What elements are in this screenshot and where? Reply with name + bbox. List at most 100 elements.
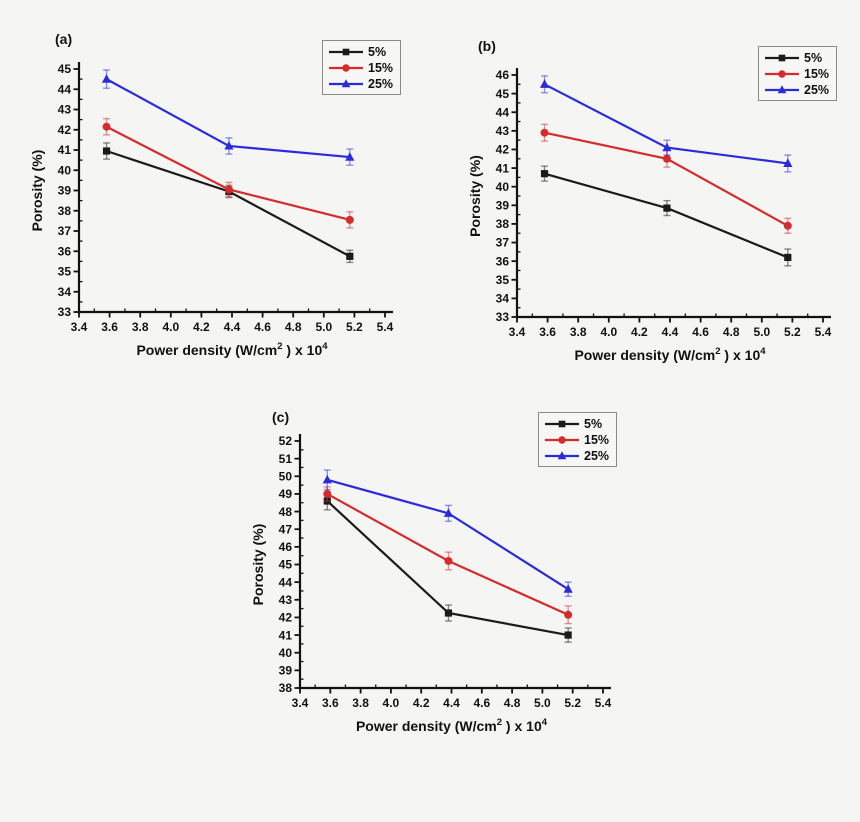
y-tick-label: 41 (496, 161, 510, 175)
x-tick-label: 3.4 (509, 325, 526, 339)
y-tick-label: 36 (58, 244, 72, 258)
legend-item-25%: 25% (764, 82, 829, 97)
y-tick-label: 36 (496, 254, 510, 268)
y-tick-label: 51 (279, 452, 293, 466)
panel-c: (c) 38 39 40 41 42 43 44 45 46 47 48 49 50 51 52 3.4 3.6… (230, 393, 636, 758)
panel-a: (a) 33 34 35 36 37 38 39 40 41 42 43 44 45 3.4 3.6 3.8 4… (30, 22, 436, 387)
x-tick-label: 4.4 (443, 696, 460, 710)
y-tick-label: 33 (496, 310, 510, 324)
axes (294, 434, 611, 694)
legend-label: 15% (584, 432, 610, 447)
y-tick-label: 46 (279, 540, 293, 554)
triangle-marker-icon (329, 78, 363, 87)
series-25% (539, 75, 793, 173)
y-tick-label: 49 (279, 487, 293, 501)
x-tick-label: 4.2 (193, 320, 210, 334)
y-tick-label: 39 (279, 664, 293, 678)
y-axis-label: Porosity (%) (30, 150, 45, 232)
panel-label-b: (b) (478, 38, 496, 54)
y-tick-label: 40 (279, 646, 293, 660)
y-tick-label: 45 (279, 558, 293, 572)
legend-item-15%: 15% (544, 432, 609, 447)
legend-item-5%: 5% (764, 50, 829, 65)
y-tick-label: 42 (279, 611, 293, 625)
circle-marker-icon (765, 69, 799, 78)
x-tick-label: 5.2 (346, 320, 363, 334)
legend-label: 5% (804, 50, 823, 65)
x-tick-label: 3.4 (71, 320, 88, 334)
y-tick-label: 42 (496, 143, 510, 157)
x-tick-label: 4.2 (631, 325, 648, 339)
y-tick-label: 35 (496, 273, 510, 287)
x-tick-label: 3.8 (352, 696, 369, 710)
y-tick-label: 43 (279, 593, 293, 607)
x-tick-label: 3.6 (322, 696, 339, 710)
square-marker-icon (765, 54, 799, 61)
legend-item-15%: 15% (764, 66, 829, 81)
x-tick-label: 4.8 (285, 320, 302, 334)
series-15% (323, 486, 573, 625)
x-tick-label: 5.2 (784, 325, 801, 339)
axes (73, 62, 393, 318)
triangle-marker-icon (545, 450, 579, 459)
y-tick-label: 38 (496, 217, 510, 231)
legend-label: 5% (584, 416, 603, 431)
legend-b: 5% 15% 25% (758, 46, 838, 101)
y-tick-label: 43 (58, 103, 72, 117)
y-tick-label: 33 (58, 305, 72, 319)
legend-label: 25% (584, 448, 610, 463)
y-tick-label: 34 (58, 285, 72, 299)
x-tick-label: 5.0 (753, 325, 770, 339)
x-tick-label: 4.0 (600, 325, 617, 339)
x-tick-label: 4.6 (473, 696, 490, 710)
legend-label: 15% (368, 60, 394, 75)
y-tick-label: 40 (496, 180, 510, 194)
series-15% (540, 123, 792, 234)
x-tick-label: 5.4 (815, 325, 832, 339)
chart-a: 33 34 35 36 37 38 39 40 41 42 43 44 45 3.4 3.6 3.8 4.0 4.… (30, 62, 394, 358)
y-tick-label: 39 (58, 184, 72, 198)
legend-item-5%: 5% (544, 416, 609, 431)
x-tick-label: 5.4 (595, 696, 612, 710)
x-tick-label: 4.8 (723, 325, 740, 339)
legend-item-5%: 5% (328, 44, 393, 59)
legend-item-25%: 25% (544, 448, 609, 463)
y-tick-label: 41 (279, 628, 293, 642)
x-tick-label: 4.8 (504, 696, 521, 710)
y-tick-label: 40 (58, 163, 72, 177)
series-25% (322, 469, 573, 597)
square-marker-icon (545, 420, 579, 427)
x-tick-label: 5.0 (315, 320, 332, 334)
legend-a: 5% 15% 25% (322, 40, 402, 95)
y-tick-label: 35 (58, 265, 72, 279)
x-tick-label: 5.2 (564, 696, 581, 710)
x-tick-label: 4.6 (692, 325, 709, 339)
y-tick-label: 41 (58, 143, 72, 157)
y-tick-label: 46 (496, 68, 510, 82)
legend-label: 5% (368, 44, 387, 59)
y-tick-label: 47 (279, 522, 293, 536)
y-tick-label: 37 (496, 236, 510, 250)
y-tick-label: 39 (496, 199, 510, 213)
legend-label: 15% (804, 66, 830, 81)
x-tick-label: 3.6 (539, 325, 556, 339)
y-tick-label: 48 (279, 505, 293, 519)
x-tick-label: 3.8 (570, 325, 587, 339)
x-axis-label: Power density (W/cm2 ) x 104 (574, 346, 766, 363)
x-axis-label: Power density (W/cm2 ) x 104 (356, 717, 548, 734)
y-tick-label: 44 (496, 105, 510, 119)
x-tick-label: 3.4 (292, 696, 309, 710)
y-axis-label: Porosity (%) (467, 155, 483, 237)
x-tick-label: 4.2 (413, 696, 430, 710)
legend-c: 5% 15% 25% (538, 412, 618, 467)
y-tick-label: 44 (58, 82, 72, 96)
panel-label-c: (c) (272, 409, 290, 425)
y-tick-label: 43 (496, 124, 510, 138)
series-15% (102, 117, 354, 229)
y-tick-label: 50 (279, 469, 293, 483)
y-tick-label: 52 (279, 434, 293, 448)
y-tick-label: 37 (58, 224, 72, 238)
x-tick-label: 4.0 (383, 696, 400, 710)
y-tick-label: 42 (58, 123, 72, 137)
